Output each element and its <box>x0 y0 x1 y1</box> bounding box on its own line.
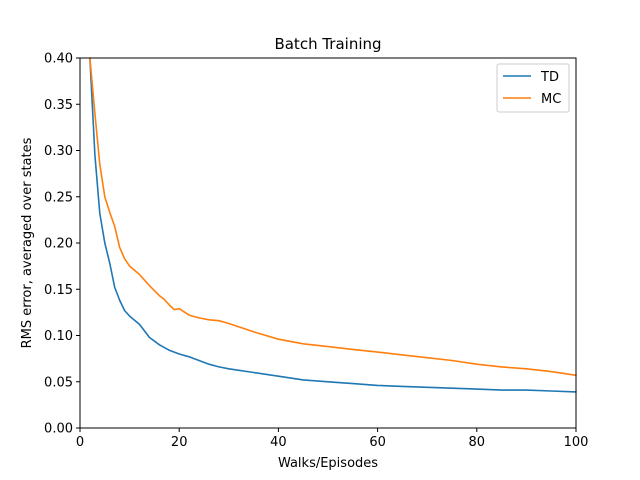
plot-frame <box>79 57 577 429</box>
y-tick-label: 0.25 <box>44 190 73 205</box>
x-tick-label: 20 <box>171 435 188 450</box>
legend: TD MC <box>496 63 570 113</box>
y-tick-label: 0.05 <box>44 375 73 390</box>
axis-ticks: 0 20 40 60 80 100 0.00 0.05 0.10 0.15 0.20 0.25 0.30… <box>44 52 588 451</box>
series-line-td <box>89 57 577 393</box>
y-axis-label: RMS error, averaged over states <box>20 137 35 348</box>
x-tick-label: 80 <box>469 435 486 450</box>
y-tick-label: 0.40 <box>44 52 73 67</box>
legend-label-mc: MC <box>541 92 561 107</box>
x-axis-label: Walks/Episodes <box>278 456 378 471</box>
y-tick-label: 0.10 <box>44 329 73 344</box>
y-tick-label: 0.35 <box>44 98 73 113</box>
x-tick-label: 0 <box>76 435 84 450</box>
y-tick-label: 0.00 <box>44 422 73 437</box>
chart-title: Batch Training <box>274 35 381 53</box>
x-tick-label: 40 <box>270 435 287 450</box>
series-line-mc <box>89 57 577 377</box>
series-lines <box>89 57 577 393</box>
y-tick-label: 0.30 <box>44 144 73 159</box>
legend-label-td: TD <box>540 70 559 85</box>
y-tick-label: 0.20 <box>44 237 73 252</box>
x-tick-label: 60 <box>369 435 386 450</box>
y-tick-label: 0.15 <box>44 283 73 298</box>
x-tick-label: 100 <box>564 435 589 450</box>
